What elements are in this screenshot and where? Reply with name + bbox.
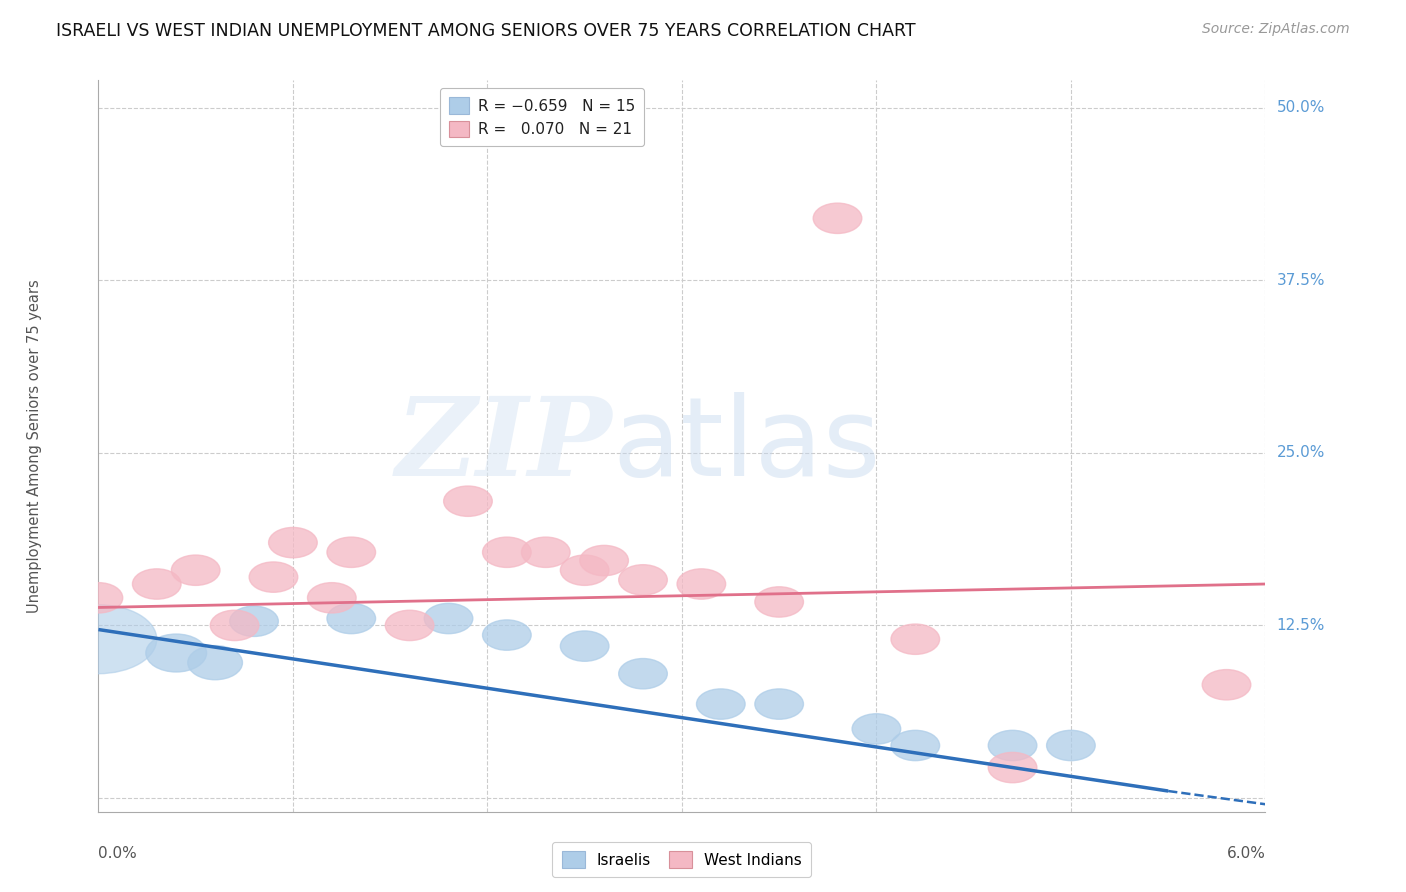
Text: 12.5%: 12.5%: [1277, 618, 1324, 633]
Ellipse shape: [813, 203, 862, 234]
Ellipse shape: [619, 658, 668, 689]
Ellipse shape: [249, 562, 298, 592]
Ellipse shape: [619, 565, 668, 595]
Ellipse shape: [146, 634, 207, 672]
Ellipse shape: [172, 555, 219, 585]
Ellipse shape: [425, 603, 472, 633]
Text: atlas: atlas: [612, 392, 880, 500]
Ellipse shape: [229, 606, 278, 637]
Ellipse shape: [755, 587, 803, 617]
Ellipse shape: [579, 545, 628, 575]
Ellipse shape: [482, 620, 531, 650]
Ellipse shape: [385, 610, 434, 640]
Ellipse shape: [852, 714, 901, 744]
Ellipse shape: [522, 537, 569, 567]
Ellipse shape: [891, 624, 939, 655]
Text: 6.0%: 6.0%: [1226, 847, 1265, 861]
Ellipse shape: [188, 646, 242, 680]
Text: 0.0%: 0.0%: [98, 847, 138, 861]
Text: Unemployment Among Seniors over 75 years: Unemployment Among Seniors over 75 years: [27, 279, 42, 613]
Ellipse shape: [561, 555, 609, 585]
Ellipse shape: [75, 582, 122, 613]
Text: ZIP: ZIP: [395, 392, 612, 500]
Text: 37.5%: 37.5%: [1277, 273, 1324, 288]
Text: 25.0%: 25.0%: [1277, 445, 1324, 460]
Ellipse shape: [988, 752, 1036, 783]
Ellipse shape: [988, 731, 1036, 761]
Ellipse shape: [308, 582, 356, 613]
Text: Source: ZipAtlas.com: Source: ZipAtlas.com: [1202, 22, 1350, 37]
Ellipse shape: [482, 537, 531, 567]
Ellipse shape: [1202, 670, 1251, 700]
Ellipse shape: [444, 486, 492, 516]
Ellipse shape: [41, 605, 157, 673]
Ellipse shape: [678, 569, 725, 599]
Ellipse shape: [1046, 731, 1095, 761]
Legend: Israelis, West Indians: Israelis, West Indians: [553, 842, 811, 877]
Ellipse shape: [891, 731, 939, 761]
Ellipse shape: [132, 569, 181, 599]
Ellipse shape: [696, 689, 745, 719]
Ellipse shape: [561, 631, 609, 661]
Ellipse shape: [755, 689, 803, 719]
Text: 50.0%: 50.0%: [1277, 101, 1324, 115]
Ellipse shape: [211, 610, 259, 640]
Text: ISRAELI VS WEST INDIAN UNEMPLOYMENT AMONG SENIORS OVER 75 YEARS CORRELATION CHAR: ISRAELI VS WEST INDIAN UNEMPLOYMENT AMON…: [56, 22, 915, 40]
Ellipse shape: [269, 527, 318, 558]
Ellipse shape: [328, 603, 375, 633]
Ellipse shape: [328, 537, 375, 567]
